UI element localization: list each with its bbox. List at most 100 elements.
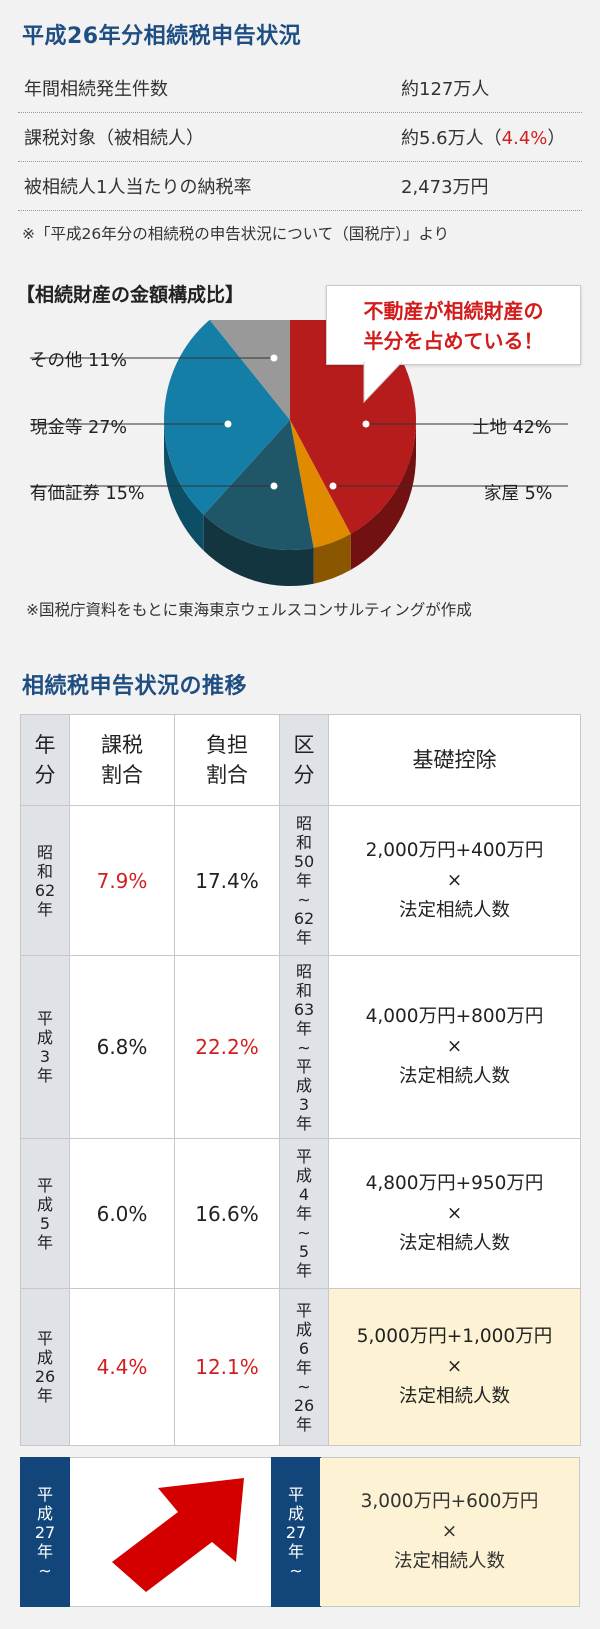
row-deduction: 4,000万円+800万円 × 法定相続人数	[328, 955, 581, 1139]
arrow-icon	[112, 1478, 244, 1592]
pie-slice-有価証券	[203, 420, 314, 550]
pie-side-家屋	[313, 533, 351, 584]
vertical-char: ∼	[289, 1560, 303, 1580]
vertical-char: 平	[295, 1147, 312, 1166]
leader-dot-家屋	[329, 482, 337, 490]
vertical-char: 成	[36, 1194, 53, 1214]
stat-row-taxable: 課税対象（被相続人） 約5.6万人（4.4%）	[18, 113, 582, 162]
pie-source-note: ※国税庁資料をもとに東海東京ウェルスコンサルティングが作成	[26, 601, 472, 619]
header-tax-rate: 課税 割合	[69, 714, 175, 806]
future-row: 平成 27 年 ∼ 平成 27 年 ∼ 3,000万円+600万円 × 法定相続人数	[20, 1457, 580, 1607]
row-deduction: 4,800万円+950万円 × 法定相続人数	[328, 1138, 581, 1289]
vertical-char: 成	[36, 1028, 53, 1047]
history-title: 相続税申告状況の推移	[22, 674, 248, 699]
summary-stats: 年間相続発生件数 約127万人 課税対象（被相続人） 約5.6万人（4.4%） …	[18, 64, 582, 211]
leader-dot-土地	[362, 420, 370, 428]
stat-label: 課税対象（被相続人）	[24, 128, 204, 149]
vertical-char: 年	[36, 1541, 53, 1561]
vertical-char: 平	[287, 1484, 304, 1504]
vertical-char: 62	[293, 909, 315, 928]
vertical-char: ∼	[297, 1376, 311, 1396]
vertical-char: 年	[287, 1541, 304, 1561]
vertical-char: ∼	[297, 890, 311, 909]
pie-side-有価証券	[203, 514, 314, 586]
vertical-char: 63	[293, 999, 315, 1019]
vertical-char: 和	[295, 833, 312, 852]
callout-line-2: 半分を占めている！	[363, 329, 544, 353]
pie-label-house: 家屋 5%	[484, 484, 553, 504]
vertical-char: 平	[36, 1484, 53, 1504]
vertical-char: 成	[36, 1503, 53, 1523]
stat-value: 約127万人	[401, 79, 490, 100]
vertical-char: 27	[34, 1522, 56, 1542]
vertical-char: 平	[36, 1175, 53, 1195]
leader-dot-その他	[270, 354, 278, 362]
vertical-char: 62	[34, 880, 56, 900]
vertical-char: 成	[295, 1075, 312, 1095]
vertical-char: ∼	[297, 1223, 311, 1242]
vertical-char: 50	[293, 852, 315, 871]
row-burden: 22.2%	[174, 955, 280, 1139]
vertical-char: 平	[36, 1329, 53, 1348]
row-tax-rate: 7.9%	[69, 805, 175, 956]
pie-slice-家屋	[290, 420, 351, 548]
vertical-char: 昭	[295, 814, 312, 833]
vertical-char: 年	[295, 871, 312, 890]
row-period: 平成 6 年 ∼ 26 年	[279, 1288, 329, 1446]
pie-label-cash: 現金等 27%	[30, 418, 127, 438]
stat-value-main: 約5.6万人（	[401, 128, 502, 149]
vertical-char: 年	[295, 928, 312, 947]
header-year: 年分	[20, 714, 70, 806]
pie-chart-title: 【相続財産の金額構成比】	[16, 284, 245, 306]
stat-value-highlight: 4.4%	[501, 128, 548, 149]
row-year: 昭和 62 年	[20, 805, 70, 956]
row-burden: 16.6%	[174, 1138, 280, 1289]
summary-title: 平成26年分相続税申告状況	[22, 24, 302, 49]
vertical-char: 3	[39, 1047, 51, 1066]
future-deduction: 3,000万円+600万円 × 法定相続人数	[320, 1458, 579, 1606]
history-header-row: 年分 課税 割合 負担 割合 区分 基礎控除	[20, 714, 581, 806]
stat-label: 被相続人1人当たりの納税率	[24, 177, 252, 198]
pie-label-land: 土地 42%	[472, 418, 552, 438]
vertical-char: 昭	[36, 842, 53, 862]
vertical-char: 和	[295, 980, 312, 1000]
pie-slice-現金等	[164, 320, 290, 515]
vertical-char: 成	[295, 1319, 312, 1339]
row-period: 昭和 63 年 ∼ 平成 3 年	[279, 955, 329, 1139]
vertical-char: 年	[295, 1204, 312, 1223]
vertical-char: 和	[36, 861, 53, 881]
row-year: 平成 26 年	[20, 1288, 70, 1446]
vertical-char: 年	[36, 899, 53, 919]
vertical-char: 成	[36, 1348, 53, 1367]
vertical-char: 成	[287, 1503, 304, 1523]
row-tax-rate: 6.0%	[69, 1138, 175, 1289]
history-row: 昭和 62 年 7.9% 17.4% 昭和 50 年 ∼ 62 年 2,000万円+400万円…	[20, 805, 581, 956]
pie-side-土地	[350, 420, 416, 570]
vertical-char: 5	[298, 1242, 310, 1261]
vertical-char: 成	[295, 1166, 312, 1185]
vertical-char: 26	[293, 1395, 315, 1415]
leader-dot-現金等	[224, 420, 232, 428]
callout-tail	[363, 362, 403, 404]
callout-line-1: 不動産が相続財産の	[363, 299, 544, 323]
pie-label-securities: 有価証券 15%	[30, 484, 145, 504]
vertical-char: 年	[295, 1357, 312, 1377]
vertical-char: 年	[295, 1113, 312, 1133]
vertical-char: 5	[39, 1213, 51, 1233]
header-period: 区分	[279, 714, 329, 806]
vertical-char: 昭	[295, 961, 312, 981]
vertical-char: 年	[36, 1232, 53, 1252]
vertical-char: 4	[298, 1185, 310, 1204]
pie-slice-その他	[209, 320, 290, 420]
row-period: 平成 4 年 ∼ 5 年	[279, 1138, 329, 1289]
stat-row-cases: 年間相続発生件数 約127万人	[18, 64, 582, 113]
pie-side-現金等	[164, 420, 204, 551]
history-row: 平成 26 年 4.4% 12.1% 平成 6 年 ∼ 26 年 5,000万円+1,000万…	[20, 1288, 581, 1446]
vertical-char: ∼	[38, 1560, 52, 1580]
leader-dot-有価証券	[270, 482, 278, 490]
vertical-char: 平	[36, 1009, 53, 1028]
row-tax-rate: 4.4%	[69, 1288, 175, 1446]
